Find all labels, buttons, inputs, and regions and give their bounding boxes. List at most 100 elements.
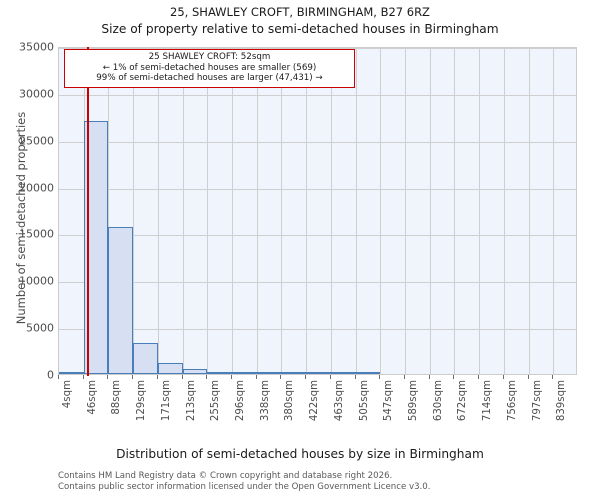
x-axis-tick-label: 380sqm bbox=[284, 380, 296, 422]
gridline-vertical bbox=[158, 48, 159, 374]
y-axis-tick-label: 10000 bbox=[19, 274, 54, 288]
x-axis-tick-mark bbox=[156, 375, 158, 379]
x-axis-tick-mark bbox=[181, 375, 183, 379]
x-axis-tick-mark bbox=[379, 375, 381, 379]
x-axis-tick-label: 171sqm bbox=[160, 380, 172, 422]
histogram-bar bbox=[182, 368, 208, 374]
x-axis-tick-label: 672sqm bbox=[457, 380, 469, 422]
gridline-vertical bbox=[529, 48, 530, 374]
histogram-bar bbox=[59, 372, 84, 374]
x-axis-tick-mark bbox=[552, 375, 554, 379]
x-axis-tick-label: 630sqm bbox=[432, 380, 444, 422]
histogram-bar bbox=[108, 226, 134, 374]
gridline-vertical bbox=[207, 48, 208, 374]
x-axis-tick-mark bbox=[404, 375, 405, 379]
gridline-vertical bbox=[108, 48, 109, 374]
gridline-vertical bbox=[454, 48, 455, 374]
histogram-bar bbox=[281, 372, 307, 374]
x-axis-tick-mark bbox=[453, 375, 455, 379]
x-axis-tick-label: 46sqm bbox=[86, 380, 98, 415]
y-axis-tick-labels: 0 5000 10000 15000 20000 25000 30000 35000 bbox=[0, 0, 54, 500]
gridline-vertical bbox=[405, 48, 406, 374]
annotation-line-larger: 99% of semi-detached houses are larger (… bbox=[96, 73, 323, 84]
x-axis-tick-mark bbox=[255, 375, 257, 379]
footer-line-2: Contains public sector information licen… bbox=[58, 481, 431, 492]
histogram-bar bbox=[232, 372, 257, 374]
gridline-horizontal bbox=[59, 141, 576, 143]
footer-attribution: Contains HM Land Registry data © Crown c… bbox=[58, 471, 588, 492]
x-axis-tick-label: 463sqm bbox=[333, 380, 345, 422]
gridline-vertical bbox=[306, 48, 307, 374]
gridline-horizontal bbox=[59, 48, 576, 49]
x-axis-tick-label: 129sqm bbox=[136, 380, 148, 422]
y-axis-tick-label: 5000 bbox=[26, 321, 54, 335]
histogram-bar bbox=[157, 362, 183, 374]
gridline-vertical bbox=[504, 48, 505, 374]
x-axis-tick-mark bbox=[478, 375, 480, 379]
chart-title-secondary: Size of property relative to semi-detach… bbox=[101, 22, 499, 36]
chart-title-primary: 25, SHAWLEY CROFT, BIRMINGHAM, B27 6RZ bbox=[170, 5, 430, 19]
x-axis-tick-label: 255sqm bbox=[210, 380, 222, 422]
x-axis-tick-label: 338sqm bbox=[259, 380, 271, 422]
gridline-horizontal bbox=[59, 235, 576, 237]
x-axis-tick-label: 547sqm bbox=[383, 380, 395, 422]
x-axis-tick-mark bbox=[280, 375, 282, 379]
x-axis-tick-mark bbox=[107, 375, 109, 379]
x-axis-tick-label: 505sqm bbox=[358, 380, 370, 422]
gridline-vertical bbox=[553, 48, 554, 374]
x-axis-tick-mark bbox=[428, 375, 430, 379]
annotation-callout-box: 25 SHAWLEY CROFT: 52sqm ← 1% of semi-det… bbox=[64, 49, 355, 88]
histogram-bar bbox=[133, 342, 158, 374]
x-axis-tick-mark bbox=[206, 375, 208, 379]
gridline-vertical bbox=[479, 48, 480, 374]
chart-title-block: 25, SHAWLEY CROFT, BIRMINGHAM, B27 6RZ S… bbox=[0, 4, 600, 38]
x-axis-tick-mark bbox=[354, 375, 356, 379]
x-axis-tick-mark bbox=[502, 375, 504, 379]
gridline-vertical bbox=[257, 48, 258, 374]
x-axis-tick-mark bbox=[231, 375, 232, 379]
x-axis-tick-mark bbox=[82, 375, 84, 379]
x-axis-tick-mark bbox=[305, 375, 307, 379]
annotation-line-smaller: ← 1% of semi-detached houses are smaller… bbox=[102, 62, 317, 73]
property-size-marker-line bbox=[87, 47, 90, 376]
gridline-vertical bbox=[430, 48, 431, 374]
x-axis-tick-label: 756sqm bbox=[506, 380, 518, 422]
y-axis-tick-label: 25000 bbox=[19, 134, 54, 148]
plot-area bbox=[58, 47, 577, 376]
y-axis-tick-label: 15000 bbox=[19, 227, 54, 241]
y-axis-tick-label: 20000 bbox=[19, 181, 54, 195]
gridline-horizontal bbox=[59, 94, 576, 96]
x-axis-tick-label: 4sqm bbox=[62, 380, 73, 409]
histogram-bar bbox=[330, 372, 356, 374]
gridline-vertical bbox=[331, 48, 332, 374]
gridline-vertical bbox=[281, 48, 282, 374]
x-axis-tick-mark bbox=[132, 375, 134, 379]
histogram-bar bbox=[355, 372, 381, 374]
histogram-bar bbox=[306, 372, 331, 374]
x-axis-tick-label: 714sqm bbox=[482, 380, 494, 422]
y-axis-tick-label: 0 bbox=[47, 368, 54, 382]
x-axis-tick-label: 88sqm bbox=[111, 380, 123, 415]
x-axis-tick-label: 213sqm bbox=[185, 380, 197, 422]
x-axis-tick-mark bbox=[329, 375, 331, 379]
footer-line-1: Contains HM Land Registry data © Crown c… bbox=[58, 471, 393, 481]
x-axis-tick-mark bbox=[527, 375, 529, 379]
histogram-bar bbox=[256, 372, 282, 374]
annotation-line-property: 25 SHAWLEY CROFT: 52sqm bbox=[148, 52, 271, 62]
y-axis-tick-label: 30000 bbox=[19, 87, 54, 101]
x-axis-tick-label: 839sqm bbox=[556, 380, 568, 422]
y-axis-tick-label: 35000 bbox=[19, 40, 54, 54]
gridline-horizontal bbox=[59, 188, 576, 190]
gridline-vertical bbox=[133, 48, 134, 374]
histogram-bar bbox=[207, 372, 232, 374]
gridline-horizontal bbox=[59, 329, 576, 331]
gridline-vertical bbox=[356, 48, 357, 374]
x-axis-tick-label: 589sqm bbox=[408, 380, 419, 422]
x-axis-title: Distribution of semi-detached houses by … bbox=[116, 447, 484, 461]
gridline-vertical bbox=[380, 48, 381, 374]
x-axis-tick-label: 422sqm bbox=[309, 380, 321, 422]
gridline-vertical bbox=[183, 48, 184, 374]
x-axis-tick-label: 296sqm bbox=[235, 380, 246, 422]
